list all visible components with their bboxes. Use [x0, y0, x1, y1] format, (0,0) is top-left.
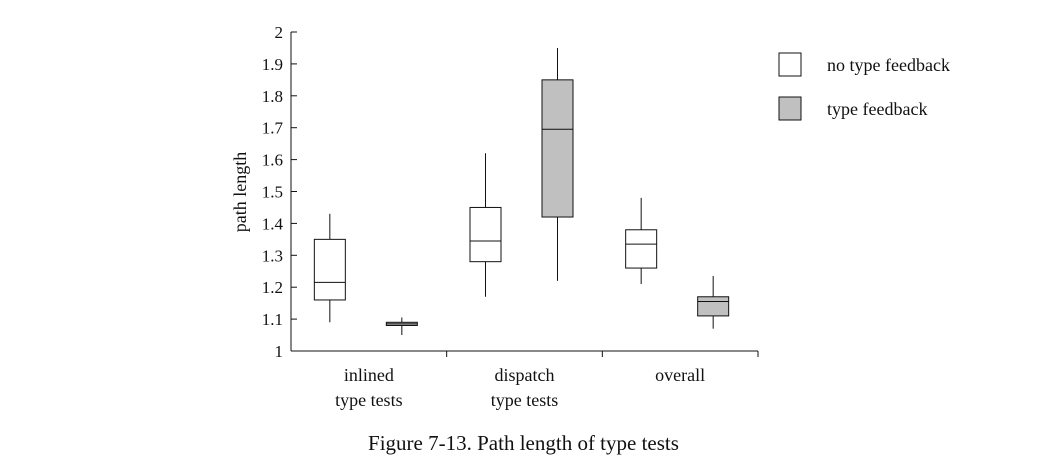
- box-body: [541, 79, 574, 218]
- x-category-label: type tests: [335, 390, 403, 410]
- y-tick-label: 2: [275, 23, 284, 42]
- y-tick-label: 1.7: [262, 119, 284, 138]
- y-axis-label: path length: [230, 152, 250, 232]
- legend-swatch: [778, 96, 802, 121]
- y-tick-label: 1.2: [262, 278, 283, 297]
- box-body: [469, 206, 502, 263]
- figure-caption: Figure 7-13. Path length of type tests: [368, 431, 679, 455]
- legend-label: type feedback: [827, 99, 927, 119]
- y-tick-label: 1.8: [262, 87, 283, 106]
- y-tick-label: 1: [275, 342, 284, 361]
- y-tick-label: 1.1: [262, 310, 283, 329]
- x-category-label: type tests: [491, 390, 559, 410]
- box-type-feedback: [541, 47, 574, 281]
- legend-label: no type feedback: [827, 55, 950, 75]
- box-body: [313, 238, 346, 301]
- y-tick-label: 1.6: [262, 151, 283, 170]
- y-tick-label: 1.3: [262, 246, 283, 265]
- box-body: [697, 296, 730, 317]
- box-no-type-feedback: [313, 213, 346, 323]
- y-axis: 1 1.1 1.2 1.3 1.4 1.5 1.6 1.7 1.8 1.9 2: [262, 23, 297, 361]
- box-no-type-feedback: [469, 153, 502, 297]
- box-series: [313, 47, 730, 336]
- y-tick-label: 1.5: [262, 183, 283, 202]
- x-category-label: overall: [655, 365, 705, 385]
- legend-swatch: [778, 52, 802, 77]
- x-category-label: dispatch: [495, 365, 555, 385]
- box-no-type-feedback: [625, 197, 658, 285]
- y-tick-label: 1.4: [262, 214, 284, 233]
- box-body: [625, 229, 658, 269]
- box-plot-chart: 1 1.1 1.2 1.3 1.4 1.5 1.6 1.7 1.8 1.9 2 inlined typ…: [230, 23, 950, 410]
- x-category-label: inlined: [344, 365, 394, 385]
- box-type-feedback: [697, 276, 730, 329]
- y-tick-label: 1.9: [262, 55, 283, 74]
- x-axis: inlined type tests dispatch type tests overa…: [291, 350, 759, 410]
- legend: no type feedback type feedback: [778, 52, 950, 121]
- box-type-feedback: [385, 317, 418, 336]
